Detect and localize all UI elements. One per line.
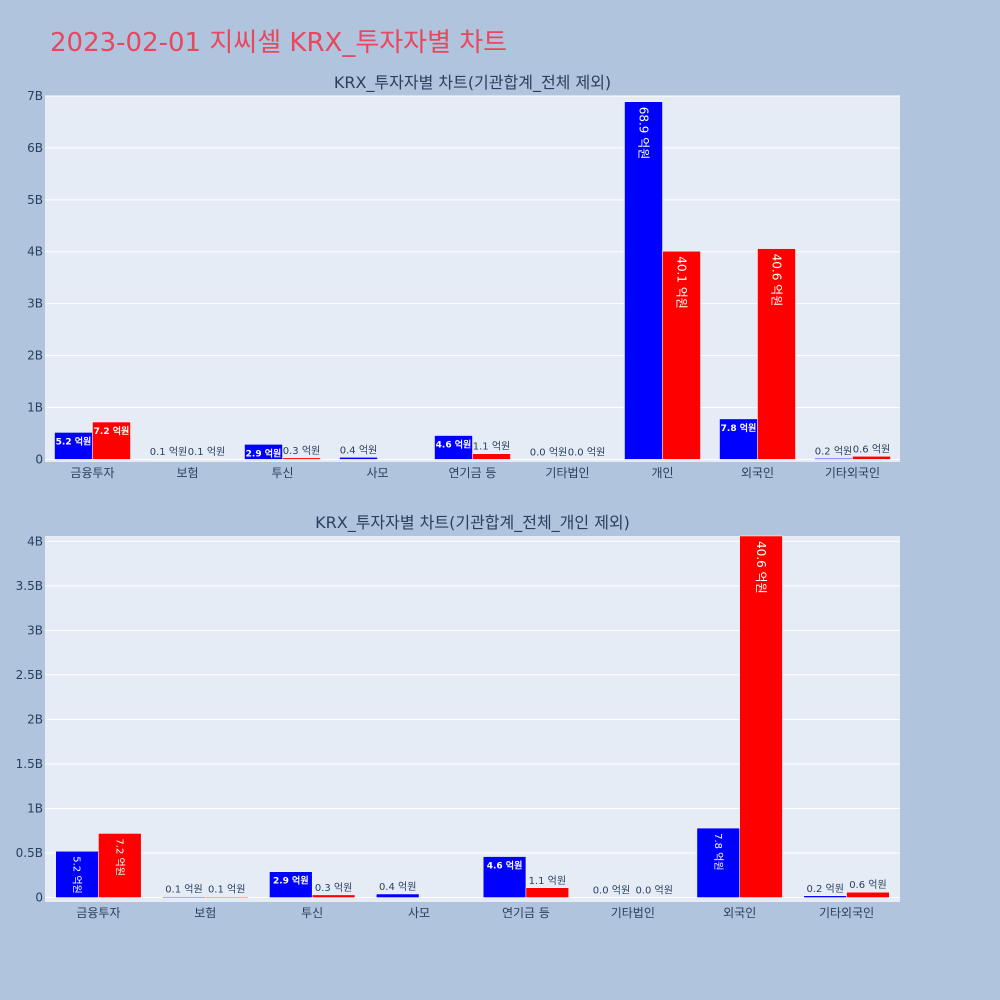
data-label: 0.1 억원 bbox=[150, 446, 187, 458]
data-label: 0.3 억원 bbox=[315, 882, 352, 894]
data-label: 0.2 억원 bbox=[806, 883, 843, 895]
data-label: 5.2 억원 bbox=[71, 856, 83, 893]
y-tick-label: 0.5B bbox=[16, 846, 43, 860]
x-tick-label: 금융투자 bbox=[70, 466, 114, 480]
bar bbox=[187, 458, 226, 460]
data-label: 7.2 억원 bbox=[94, 425, 130, 437]
y-tick-label: 5B bbox=[27, 193, 43, 207]
data-label: 0.0 억원 bbox=[530, 446, 567, 458]
page-title: 2023-02-01 지씨셀 KRX_투자자별 차트 bbox=[50, 28, 508, 58]
bar bbox=[311, 894, 356, 898]
x-tick-label: 기타외국인 bbox=[825, 466, 880, 480]
data-label: 7.2 억원 bbox=[113, 838, 125, 875]
x-tick-label: 사모 bbox=[366, 466, 388, 480]
x-tick-label: 기타법인 bbox=[611, 906, 655, 920]
bar bbox=[244, 444, 283, 460]
x-tick-label: 연기금 등 bbox=[449, 466, 497, 480]
x-tick-label: 기타법인 bbox=[545, 466, 589, 480]
data-label: 7.8 억원 bbox=[712, 833, 724, 870]
bar bbox=[624, 101, 663, 460]
y-tick-label: 2B bbox=[27, 712, 43, 726]
x-tick-label: 외국인 bbox=[723, 906, 756, 920]
bar bbox=[339, 457, 378, 460]
y-tick-label: 0 bbox=[35, 891, 43, 905]
x-tick-label: 보험 bbox=[194, 906, 216, 920]
y-tick-label: 1.5B bbox=[16, 757, 43, 771]
data-label: 40.6 억원 bbox=[754, 541, 768, 594]
bar bbox=[55, 850, 99, 898]
x-tick-label: 보험 bbox=[176, 466, 198, 480]
data-label: 0.4 억원 bbox=[340, 444, 377, 456]
y-tick-label: 3B bbox=[27, 297, 43, 311]
y-tick-label: 2.5B bbox=[16, 668, 43, 682]
y-tick-label: 1B bbox=[27, 400, 43, 414]
bar bbox=[54, 432, 93, 460]
chart-title: KRX_투자자별 차트(기관합계_전체_개인 제외) bbox=[315, 513, 630, 533]
data-label: 0.1 억원 bbox=[165, 884, 202, 896]
bar bbox=[149, 458, 188, 460]
data-label: 0.0 억원 bbox=[593, 885, 630, 897]
bar bbox=[282, 457, 321, 460]
data-label: 0.2 억원 bbox=[815, 445, 852, 457]
y-tick-label: 3.5B bbox=[16, 579, 43, 593]
bar bbox=[739, 535, 783, 898]
data-label: 0.6 억원 bbox=[849, 879, 886, 891]
data-label: 2.9 억원 bbox=[246, 447, 282, 459]
bar bbox=[757, 248, 796, 460]
data-label: 4.6 억원 bbox=[436, 439, 472, 451]
y-tick-label: 4B bbox=[27, 245, 43, 259]
y-tick-label: 3B bbox=[27, 623, 43, 637]
data-label: 0.6 억원 bbox=[853, 443, 890, 455]
data-label: 0.1 억원 bbox=[208, 884, 245, 896]
x-tick-label: 금융투자 bbox=[76, 906, 120, 920]
bar bbox=[482, 856, 527, 898]
y-tick-label: 2B bbox=[27, 349, 43, 363]
bar bbox=[846, 891, 890, 898]
bar bbox=[205, 896, 249, 898]
data-label: 40.1 억원 bbox=[674, 256, 688, 309]
y-tick-label: 4B bbox=[27, 534, 43, 548]
data-label: 40.6 억원 bbox=[769, 254, 783, 307]
x-tick-label: 연기금 등 bbox=[502, 906, 550, 920]
x-tick-label: 기타외국인 bbox=[819, 906, 874, 920]
x-tick-label: 투신 bbox=[301, 906, 323, 920]
bar bbox=[472, 453, 511, 460]
x-tick-label: 투신 bbox=[271, 466, 293, 480]
data-label: 0.4 억원 bbox=[379, 881, 416, 893]
y-tick-label: 0 bbox=[35, 452, 43, 466]
bar bbox=[852, 456, 891, 460]
bar bbox=[269, 871, 313, 898]
x-tick-label: 개인 bbox=[651, 466, 673, 480]
data-label: 0.0 억원 bbox=[635, 885, 672, 897]
bar bbox=[662, 250, 701, 460]
bar bbox=[98, 833, 142, 898]
data-label: 68.9 억원 bbox=[636, 107, 650, 160]
bar bbox=[696, 827, 740, 898]
data-label: 0.3 억원 bbox=[283, 445, 320, 457]
y-tick-label: 6B bbox=[27, 141, 43, 155]
bar bbox=[719, 418, 758, 460]
data-label: 4.6 억원 bbox=[487, 860, 523, 872]
data-label: 7.8 억원 bbox=[721, 422, 757, 434]
chart-title: KRX_투자자별 차트(기관합계_전체 제외) bbox=[334, 73, 611, 93]
x-tick-label: 외국인 bbox=[741, 466, 774, 480]
data-label: 1.1 억원 bbox=[473, 441, 510, 453]
data-label: 2.9 억원 bbox=[273, 875, 309, 887]
data-label: 1.1 억원 bbox=[529, 875, 566, 887]
investor-chart-all: KRX_투자자별 차트(기관합계_전체 제외) 0 1B 2B 3B 4B 5B 6B 7B 금융… bbox=[27, 73, 900, 480]
bar bbox=[92, 421, 131, 460]
data-label: 0.1 억원 bbox=[188, 446, 225, 458]
bar bbox=[525, 887, 569, 898]
bar bbox=[814, 458, 853, 460]
data-label: 0.0 억원 bbox=[568, 446, 605, 458]
bar bbox=[162, 896, 206, 898]
x-tick-label: 사모 bbox=[408, 906, 430, 920]
bar bbox=[803, 895, 847, 898]
data-label: 5.2 억원 bbox=[56, 435, 92, 447]
bar bbox=[376, 893, 420, 898]
y-tick-label: 7B bbox=[27, 89, 43, 103]
bar bbox=[434, 435, 473, 460]
investor-chart-excl-individual: KRX_투자자별 차트(기관합계_전체_개인 제외) 0 0.5B 1B 1.5B 2B 2… bbox=[16, 513, 900, 920]
y-tick-label: 1B bbox=[27, 801, 43, 815]
